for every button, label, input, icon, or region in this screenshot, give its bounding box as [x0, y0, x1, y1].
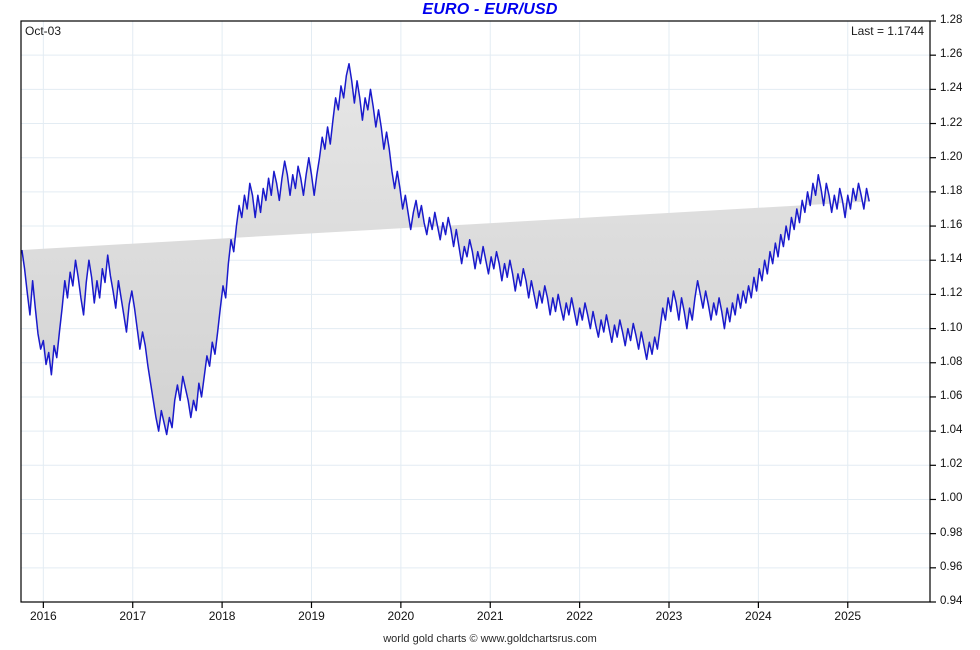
y-axis-tick-label: 0.94: [940, 595, 963, 607]
y-axis-tick-label: 1.08: [940, 355, 963, 368]
y-axis-tick-label: 1.10: [940, 321, 963, 334]
area-fill: [21, 63, 870, 435]
x-axis-tick-label: 2022: [566, 609, 593, 623]
y-axis-tick-label: 1.24: [940, 82, 963, 95]
axis-ticks: [42, 20, 936, 608]
y-axis-tick-label: 1.20: [940, 150, 963, 163]
y-axis-tick-label: 1.04: [940, 424, 963, 437]
x-axis-tick-label: 2023: [655, 609, 683, 623]
y-axis-tick-label: 1.28: [940, 14, 963, 26]
y-axis-tick-label: 1.14: [940, 253, 963, 266]
y-axis-tick-label: 1.26: [940, 48, 963, 61]
price-line: [21, 62, 870, 436]
x-axis-tick-label: 2024: [745, 609, 772, 623]
chart-date-label: Oct-03: [25, 24, 62, 38]
y-axis-tick-label: 1.00: [940, 492, 963, 505]
y-axis-tick-label: 1.06: [940, 389, 963, 402]
y-axis-tick-label: 1.22: [940, 116, 963, 129]
y-axis-tick-label: 1.18: [940, 184, 963, 197]
x-axis-tick-label: 2025: [834, 609, 862, 623]
y-axis-tick-label: 0.98: [940, 526, 963, 539]
x-axis-tick-label: 2017: [119, 609, 147, 623]
x-axis-tick-label: 2016: [29, 609, 57, 623]
plot-border: [20, 20, 931, 603]
last-value-label: Last = 1.1744: [850, 24, 924, 38]
y-axis-tick-label: 1.02: [940, 458, 963, 471]
x-axis-tick-label: 2018: [208, 609, 236, 623]
footer-credit: world gold charts © www.goldchartsrus.co…: [383, 633, 597, 645]
y-axis-tick-label: 0.96: [940, 560, 963, 573]
y-axis-tick-label: 1.12: [940, 287, 963, 300]
y-axis-tick-label: 1.16: [940, 219, 963, 232]
x-axis-tick-label: 2021: [476, 609, 504, 623]
chart-title: EURO - EUR/USD: [422, 1, 558, 18]
x-axis-tick-label: 2019: [298, 609, 325, 623]
x-axis-tick-label: 2020: [387, 609, 415, 623]
